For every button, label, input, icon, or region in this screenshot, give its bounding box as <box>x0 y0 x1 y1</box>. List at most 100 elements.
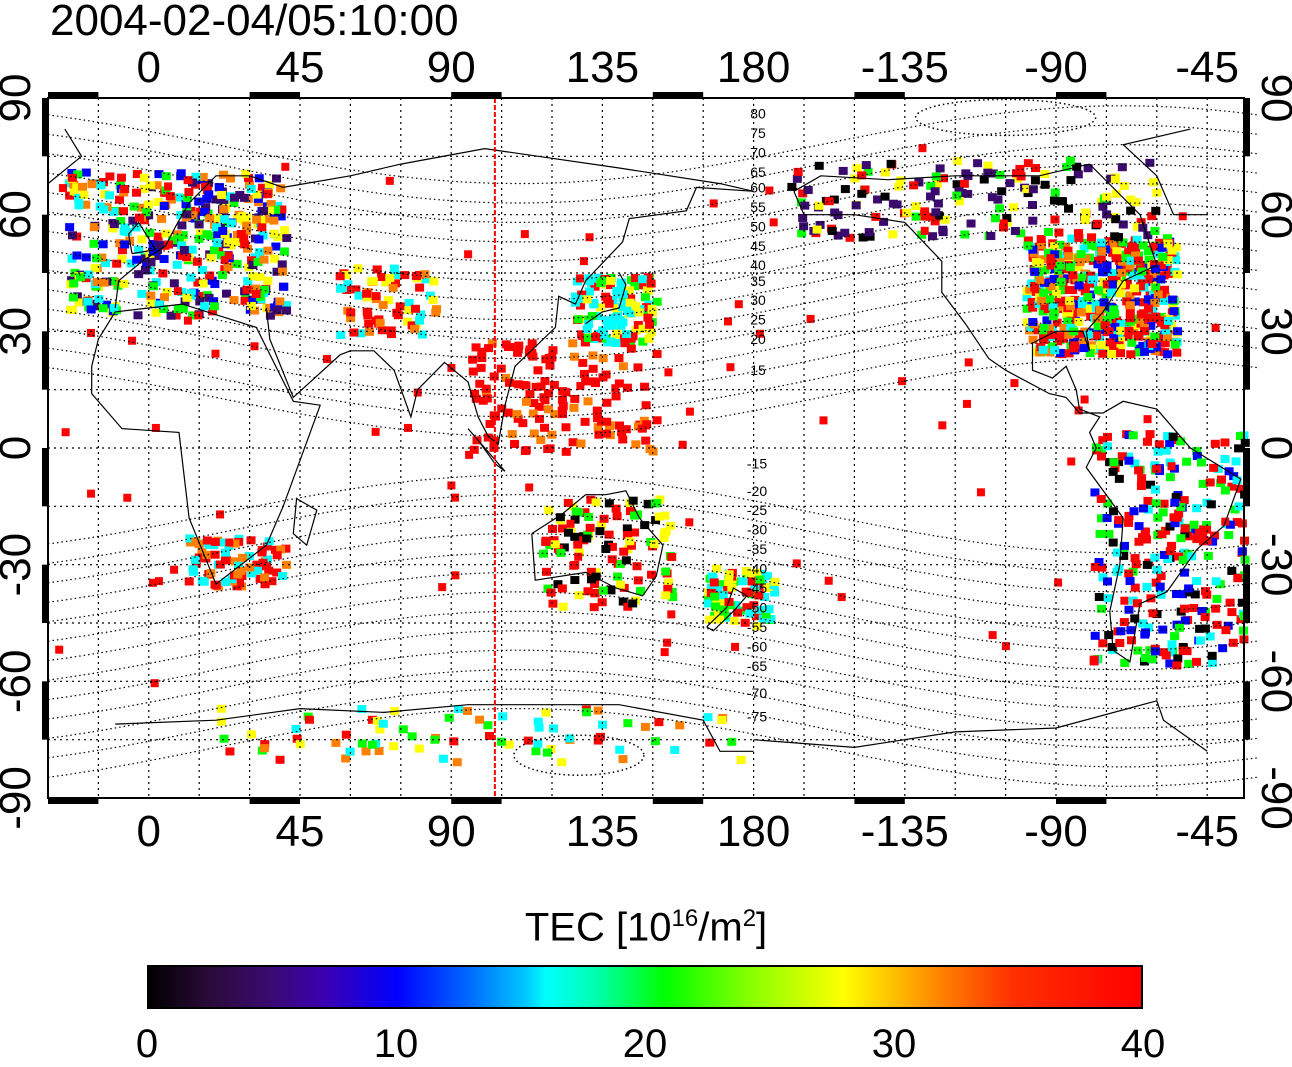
tec-cell <box>1170 632 1180 641</box>
tec-cell <box>1223 621 1233 630</box>
tec-cell <box>640 293 650 302</box>
tec-cell <box>239 193 249 202</box>
tec-cell <box>584 287 594 296</box>
tec-cell <box>711 564 721 573</box>
tec-cell <box>1208 537 1218 546</box>
tec-cell <box>1038 345 1048 354</box>
tec-cell <box>685 518 694 527</box>
tec-cell <box>254 248 264 257</box>
tec-cell <box>1164 316 1174 325</box>
tec-cell <box>1210 439 1220 448</box>
tec-cell <box>1198 537 1208 546</box>
tec-cell <box>1054 228 1064 237</box>
tec-cell <box>205 214 215 223</box>
tec-cell <box>987 193 997 202</box>
tec-cell <box>1119 618 1129 627</box>
tec-cell <box>559 543 569 552</box>
tec-cell <box>367 740 377 749</box>
tec-cell <box>663 638 672 647</box>
tec-cell <box>1046 254 1055 263</box>
tec-cell <box>188 311 198 320</box>
tec-cell <box>216 717 226 726</box>
tec-cell <box>468 355 478 364</box>
tec-cell <box>1133 256 1143 265</box>
frame-tick <box>854 92 905 98</box>
tec-cell <box>1143 231 1153 240</box>
tec-cell <box>272 551 282 560</box>
tec-cell <box>1124 569 1134 578</box>
tec-cell <box>549 536 559 545</box>
tec-cell <box>128 216 138 225</box>
tec-cell <box>346 314 356 323</box>
tec-cell <box>1104 530 1114 539</box>
tec-cell <box>453 705 463 714</box>
tec-cell <box>280 226 290 235</box>
tec-cell <box>705 615 715 624</box>
tec-cell <box>730 617 740 626</box>
tec-cell <box>668 592 678 601</box>
tec-cell <box>661 567 671 576</box>
tec-cell <box>1028 216 1038 225</box>
tec-cell <box>276 212 286 221</box>
tec-cell <box>752 568 762 577</box>
tec-cell <box>1109 334 1119 343</box>
tec-cell <box>349 328 359 337</box>
tec-cell <box>1074 317 1084 326</box>
tec-cell <box>1145 480 1155 489</box>
frame-tick <box>1244 214 1250 273</box>
tec-cell <box>161 229 171 238</box>
tec-cell <box>837 593 846 602</box>
tec-cell <box>452 758 462 767</box>
tec-cell <box>1180 529 1190 538</box>
tec-cell <box>362 289 372 298</box>
tec-cell <box>69 279 79 288</box>
tec-cell <box>927 232 937 241</box>
tec-cell <box>1055 261 1065 270</box>
tec-cell <box>1176 503 1186 512</box>
tec-cell <box>717 716 727 725</box>
tec-cell <box>1151 499 1161 508</box>
tec-cell <box>173 287 182 296</box>
tec-cell <box>1102 514 1112 523</box>
tec-cell <box>219 215 229 224</box>
tec-cell <box>925 212 935 221</box>
tec-cell <box>1170 340 1180 349</box>
tec-cell <box>523 736 533 745</box>
coastline <box>531 490 664 597</box>
tec-cell <box>1142 437 1152 446</box>
tec-cell <box>377 326 387 335</box>
tec-cell <box>139 184 149 193</box>
tec-cell <box>471 343 481 352</box>
tec-cell <box>540 423 550 432</box>
tec-cell <box>240 240 250 249</box>
tec-cell <box>824 576 833 585</box>
tec-cell <box>1172 589 1182 598</box>
tec-cell <box>109 207 119 216</box>
tec-cell <box>1139 504 1149 513</box>
tec-cell <box>1149 260 1159 269</box>
contour-label: -65 <box>747 658 767 674</box>
tec-cell <box>583 587 593 596</box>
contour-label: 40 <box>750 257 766 273</box>
tec-cell <box>1105 338 1115 347</box>
tec-cell <box>1117 452 1127 461</box>
tec-cell <box>584 512 594 521</box>
tec-cell <box>1083 293 1093 302</box>
tec-cell <box>483 433 493 442</box>
graticule-grid <box>47 97 1244 799</box>
tec-cell <box>172 260 182 269</box>
tec-cell <box>145 228 155 237</box>
lat-label-left: 90 <box>0 74 40 123</box>
contour-label: 50 <box>750 218 766 234</box>
lat-label-right: -90 <box>1252 766 1292 830</box>
tec-cell <box>243 277 253 286</box>
tec-cell <box>242 285 252 294</box>
coastline <box>115 700 1208 752</box>
tec-cell <box>503 408 513 417</box>
tec-cell <box>388 283 398 292</box>
tec-cell <box>87 489 96 498</box>
tec-cell <box>483 721 493 730</box>
tec-cell <box>1130 321 1140 330</box>
tec-cell <box>508 343 518 352</box>
tec-cell <box>181 200 191 209</box>
